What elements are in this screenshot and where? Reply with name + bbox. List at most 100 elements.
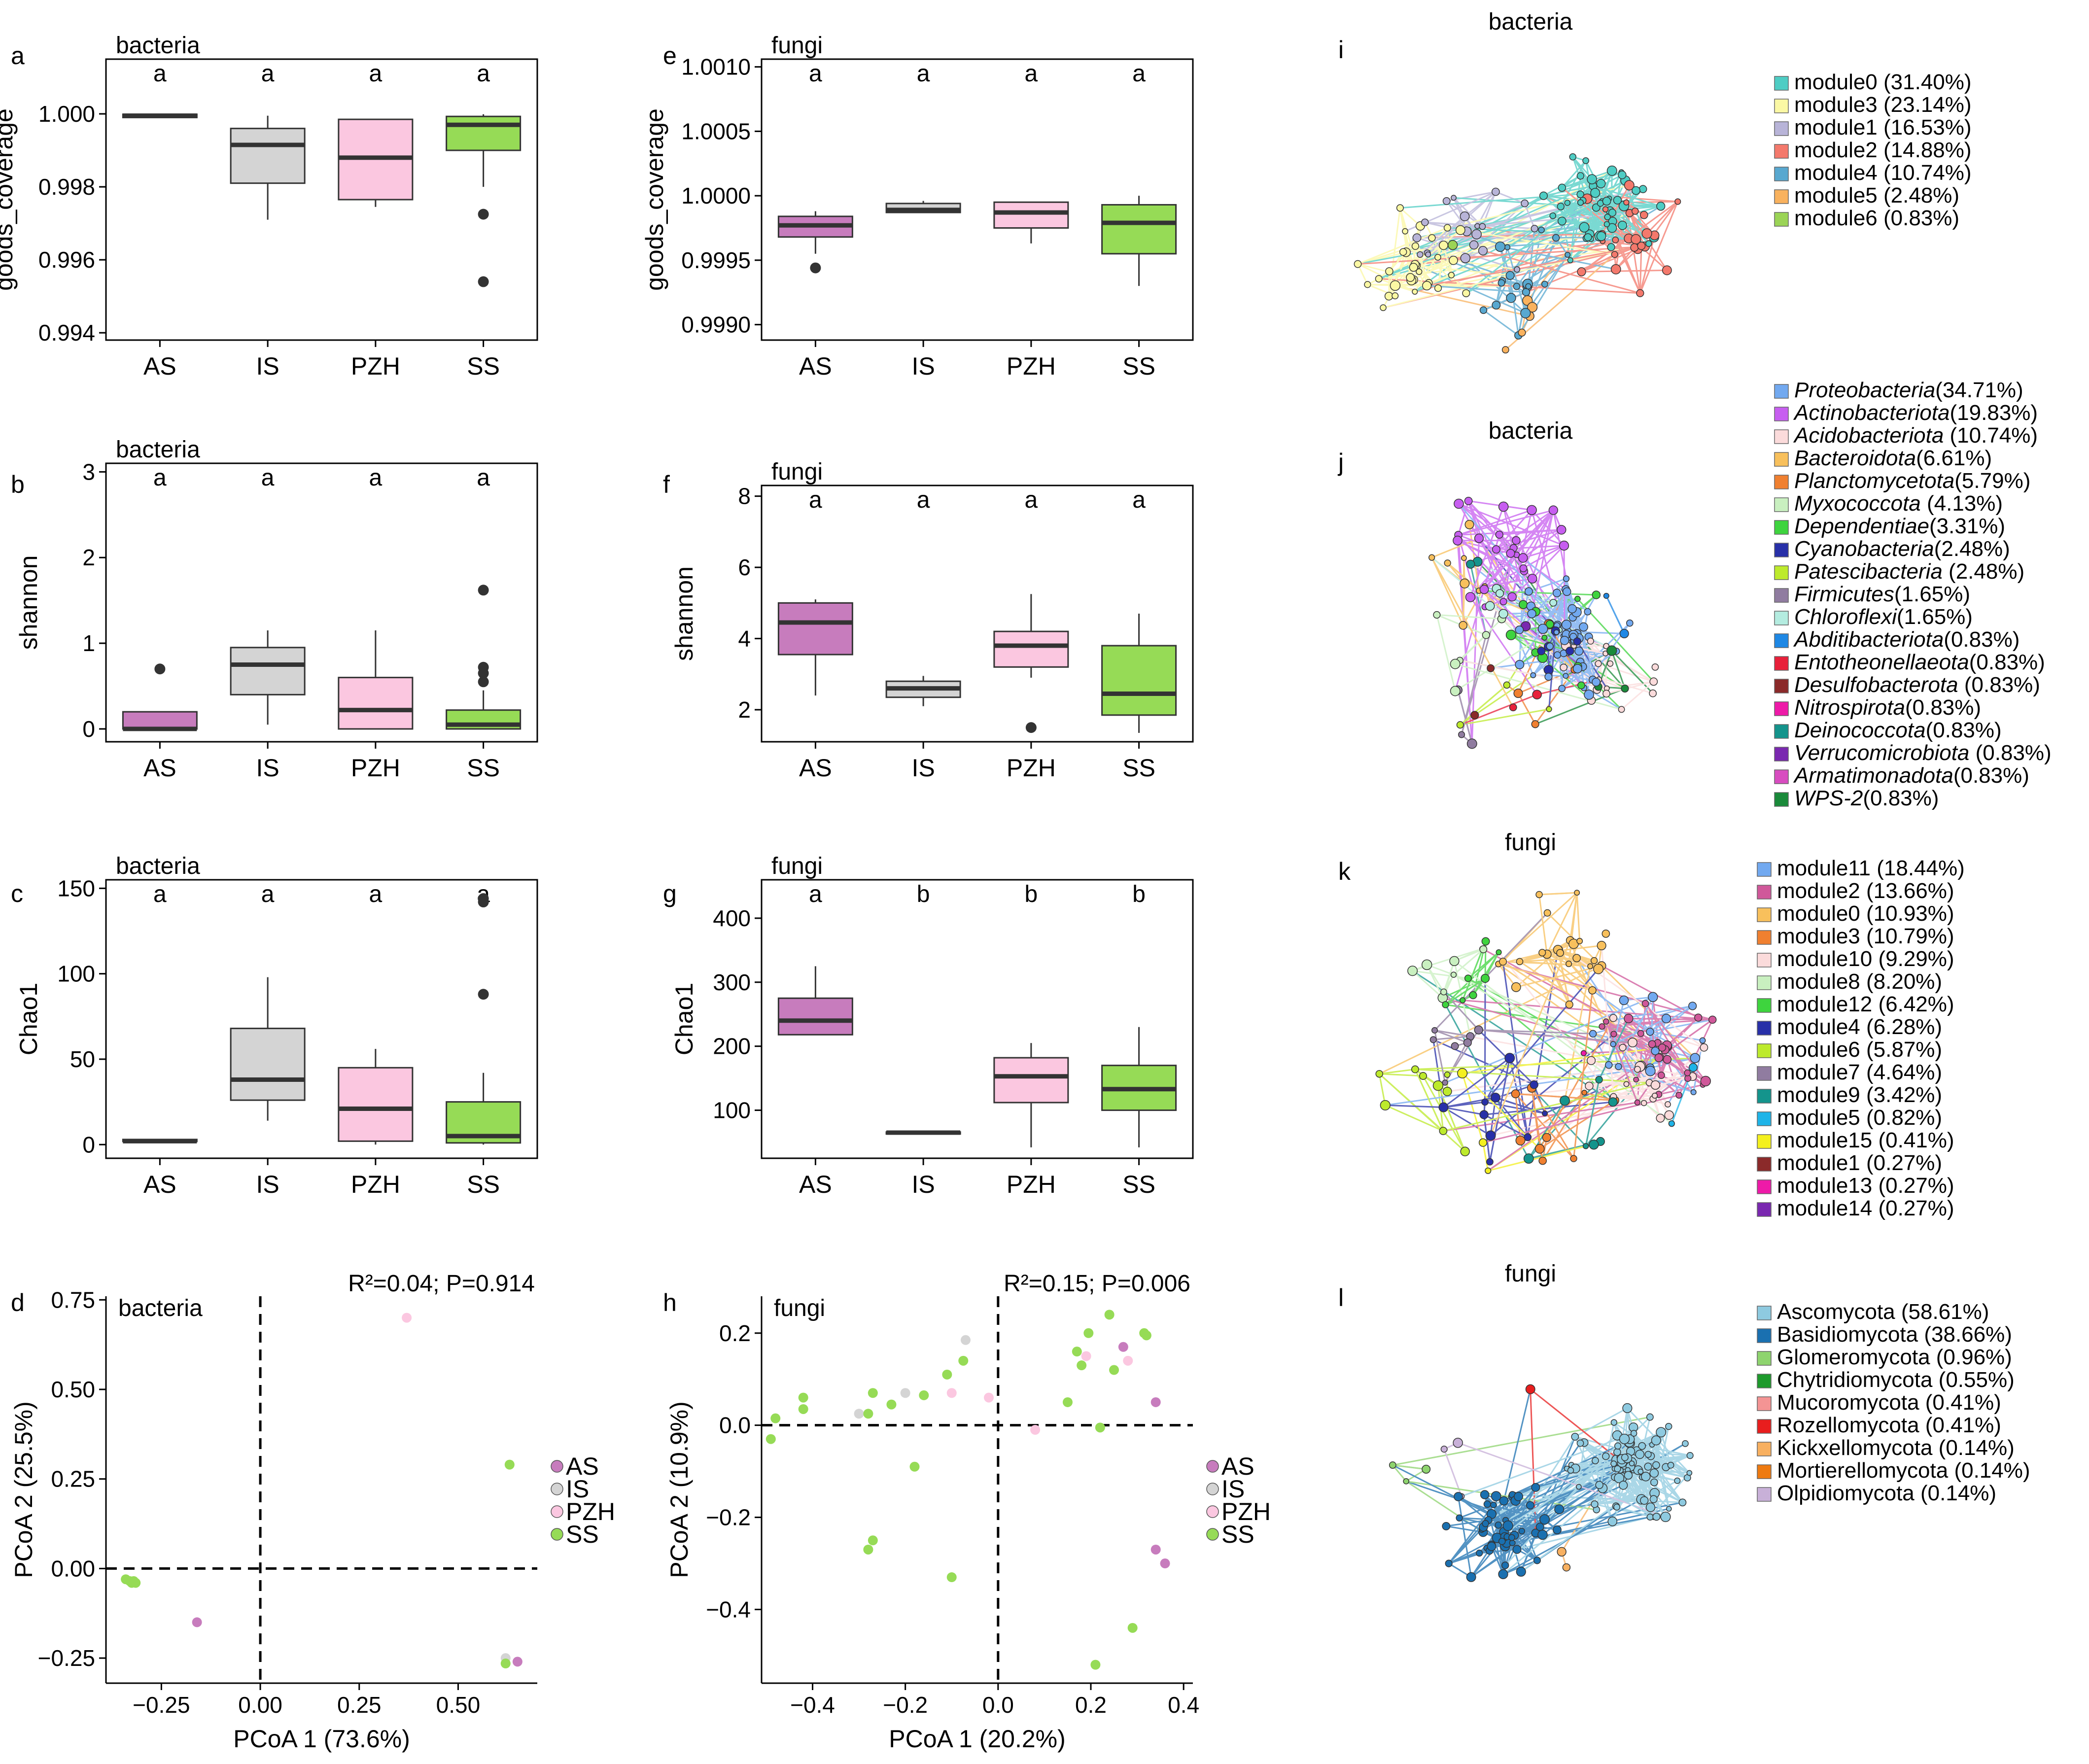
- network-node: [1634, 1066, 1641, 1073]
- network-node: [1470, 711, 1479, 720]
- scatter-point-AS: [1118, 1342, 1128, 1352]
- network-node: [1588, 986, 1597, 995]
- scatter-point-PZH: [1081, 1351, 1091, 1361]
- network-node: [1626, 619, 1634, 627]
- network-node: [1548, 505, 1558, 515]
- legend-percent: (0.82%): [1860, 1106, 1942, 1130]
- legend-entry: Cyanobacteria(2.48%): [1794, 537, 2010, 561]
- y-axis-label: goods_coverage: [0, 108, 18, 291]
- network-node: [1554, 1504, 1565, 1515]
- network-node: [1560, 636, 1569, 645]
- network-node: [1649, 1495, 1658, 1503]
- network-nodes: [1428, 497, 1659, 749]
- network-node: [1622, 1403, 1633, 1414]
- box-iqr: [230, 647, 306, 695]
- network-node: [1469, 240, 1479, 250]
- legend-swatch: [1774, 144, 1789, 159]
- network-node: [1580, 1050, 1587, 1056]
- network-node: [1425, 251, 1431, 258]
- network-node: [1641, 1000, 1649, 1007]
- panel-label-l: l: [1338, 1284, 1344, 1312]
- network-node: [1519, 600, 1528, 609]
- network-edge: [1515, 1093, 1574, 1159]
- network-node: [1535, 891, 1543, 899]
- network-node: [1521, 199, 1529, 208]
- network-edge: [1576, 893, 1581, 941]
- significance-letter: a: [917, 487, 930, 513]
- network-node: [1496, 949, 1502, 956]
- network-node: [1439, 1127, 1448, 1135]
- network-node: [1618, 706, 1625, 713]
- box-PZH: [338, 630, 414, 730]
- legend-key-IS: [551, 1483, 563, 1495]
- network-edge: [1393, 1416, 1650, 1466]
- y-tick-label: −0.4: [706, 1596, 751, 1622]
- significance-letter: b: [1132, 881, 1146, 907]
- significance-letter: b: [917, 881, 930, 907]
- y-tick-label: 0.9990: [681, 312, 751, 338]
- box-iqr: [230, 128, 306, 184]
- box-PZH: [993, 201, 1069, 243]
- legend-entry: module14 (0.27%): [1777, 1196, 1954, 1220]
- y-tick-label: 6: [738, 554, 751, 580]
- outlier-point: [478, 667, 489, 679]
- network-edge: [1605, 653, 1654, 683]
- plot-frame: [105, 462, 538, 743]
- network-edge: [1517, 692, 1536, 725]
- network-node: [1525, 283, 1532, 290]
- network-edge: [1443, 1107, 1484, 1116]
- network-edge: [1589, 1075, 1693, 1087]
- network-node: [1570, 1155, 1577, 1162]
- network-node: [1567, 1467, 1574, 1474]
- legend-entry: module15 (0.41%): [1777, 1128, 1954, 1152]
- legend-swatch: [1757, 1328, 1772, 1343]
- network-edge: [1485, 1469, 1628, 1524]
- network-node: [1505, 271, 1515, 280]
- scatter-point-SS: [798, 1392, 808, 1403]
- network-node: [1499, 598, 1507, 606]
- network-node: [1532, 690, 1542, 700]
- network-node: [1562, 1563, 1571, 1572]
- network-node: [1560, 1095, 1570, 1106]
- network-node: [1539, 1514, 1550, 1525]
- network-edge: [1467, 977, 1615, 1101]
- network-edge: [1412, 970, 1443, 999]
- network-edge: [1488, 1145, 1586, 1172]
- network-node: [1513, 689, 1523, 698]
- network-node: [1480, 1490, 1490, 1499]
- network-edge: [1651, 1444, 1670, 1509]
- network-edge: [1601, 965, 1699, 1018]
- legend-taxon: module9: [1777, 1083, 1860, 1107]
- network-node: [1444, 559, 1451, 567]
- legend-taxon: module2: [1794, 138, 1878, 162]
- scatter-point-SS: [919, 1390, 929, 1400]
- network-edges: [1357, 156, 1679, 350]
- network-node: [1615, 1063, 1622, 1071]
- network-node: [1604, 213, 1611, 220]
- network-node: [1576, 937, 1583, 944]
- legend-label-SS: SS: [1221, 1521, 1254, 1548]
- network-edge: [1538, 894, 1548, 955]
- network-node: [1461, 555, 1467, 561]
- network-node: [1563, 673, 1569, 679]
- legend-entry: Kickxellomycota (0.14%): [1777, 1436, 2015, 1460]
- network-node: [1651, 1435, 1661, 1446]
- network-node: [1686, 1452, 1694, 1459]
- legend-entry: module13 (0.27%): [1777, 1174, 1954, 1198]
- box-IS: [885, 676, 961, 706]
- network-node: [1527, 574, 1537, 584]
- box-PZH: [338, 1049, 414, 1145]
- network-node: [1637, 1030, 1644, 1037]
- network-edge: [1594, 1460, 1601, 1486]
- legend-percent: (4.13%): [1921, 491, 2003, 516]
- network-node: [1610, 1031, 1617, 1038]
- legend-entry: Nitrospirota(0.83%): [1794, 695, 1981, 720]
- box-iqr: [338, 1067, 414, 1142]
- network-node: [1621, 1453, 1629, 1461]
- network-node: [1674, 198, 1681, 205]
- network-nodes: [1375, 890, 1717, 1174]
- network-node: [1541, 280, 1548, 288]
- network-node: [1631, 208, 1639, 215]
- network-node: [1479, 223, 1486, 230]
- network-legend-l: Ascomycota (58.61%)Basidiomycota (38.66%…: [1757, 1300, 2030, 1505]
